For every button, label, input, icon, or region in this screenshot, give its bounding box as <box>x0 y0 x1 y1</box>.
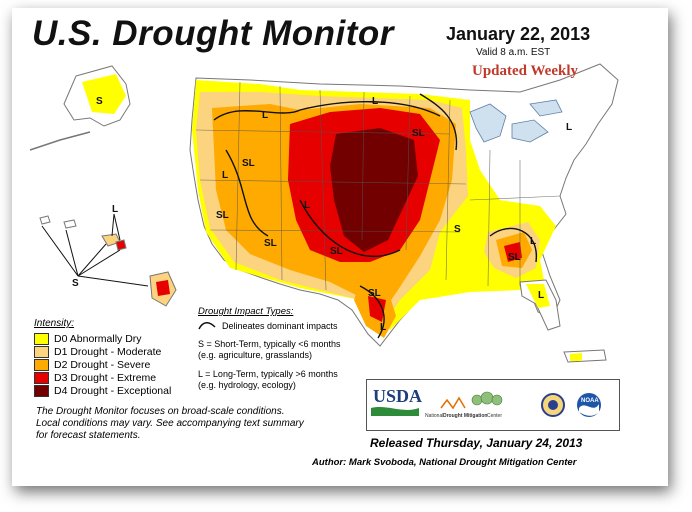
legend-swatch-d1 <box>34 345 49 358</box>
ndmc-logo-suffix: Center <box>487 413 502 419</box>
legend-item-d1: D1 Drought - Moderate <box>34 345 171 358</box>
release-date: Released Thursday, January 24, 2013 <box>370 436 583 450</box>
legend-swatch-d4 <box>34 384 49 397</box>
page-title: U.S. Drought Monitor <box>32 14 394 53</box>
short-term-example: (e.g. agriculture, grasslands) <box>198 350 313 360</box>
map-label-s-alaska: S <box>96 96 103 107</box>
ndmc-logo-prefix: National <box>425 413 443 419</box>
intensity-legend-title: Intensity: <box>34 318 75 329</box>
southeast-d3 <box>504 242 522 262</box>
impact-lines <box>213 93 537 339</box>
legend-item-d0: D0 Abnormally Dry <box>34 332 171 345</box>
map-date: January 22, 2013 <box>446 24 591 44</box>
hawaii-pointers <box>41 213 149 287</box>
long-term-label: L = Long-Term, typically >6 months <box>198 369 338 379</box>
ndmc-logo-wave <box>440 396 466 410</box>
focus-note: The Drought Monitor focuses on broad-sca… <box>36 406 336 442</box>
ndmc-logo-name: Drought Mitigation <box>443 413 487 419</box>
impact-line-icon <box>198 322 216 330</box>
map-label-s-hawaii: S <box>72 278 79 289</box>
valid-time: Valid 8 a.m. EST <box>476 47 551 58</box>
usda-logo-text: USDA <box>373 386 422 406</box>
map-label-sl-west: SL <box>216 210 229 221</box>
legend-item-d4: D4 Drought - Exceptional <box>34 384 171 397</box>
d4-region <box>330 128 418 252</box>
focus-note-line-1: The Drought Monitor focuses on broad-sca… <box>36 406 285 417</box>
florida-d0 <box>526 284 550 308</box>
map-label-sl-texas: SL <box>368 288 381 299</box>
map-label-l-nevada: L <box>222 170 228 181</box>
alaska-d0 <box>82 74 126 114</box>
alaska-chain <box>29 131 91 151</box>
agency-logos: USDA National Drought Mitigation Center … <box>366 379 620 431</box>
update-frequency: Updated Weekly <box>472 63 578 79</box>
texas-d3 <box>368 296 386 322</box>
focus-note-line-3: for forecast statements. <box>36 430 141 441</box>
great-lakes <box>469 99 563 143</box>
legend-label-d2: D2 Drought - Severe <box>54 358 151 371</box>
impact-legend: Drought Impact Types: Delineates dominan… <box>198 306 341 399</box>
hawaii <box>39 215 177 307</box>
long-term-example: (e.g. hydrology, ecology) <box>198 380 296 390</box>
noaa-logo-text: NOAA <box>581 398 599 404</box>
map-label-l-texas-south: L <box>380 322 386 333</box>
map-label-s-arkansas: S <box>454 224 461 235</box>
map-label-sl-southeast: SL <box>508 252 521 263</box>
map-label-sl-northwest: SL <box>242 158 255 169</box>
legend-label-d1: D1 Drought - Moderate <box>54 345 162 358</box>
map-label-l-montana: L <box>262 110 268 121</box>
impact-line-item: Delineates dominant impacts <box>198 321 341 331</box>
map-label-l-dakota: L <box>372 96 378 107</box>
legend-label-d0: D0 Abnormally Dry <box>54 332 142 345</box>
impact-legend-title: Drought Impact Types: <box>198 306 294 317</box>
intensity-legend: Intensity: D0 Abnormally Dry D1 Drought … <box>34 318 171 397</box>
map-label-l-colorado: L <box>304 200 310 211</box>
short-term-label: S = Short-Term, typically <6 months <box>198 339 341 349</box>
legend-label-d4: D4 Drought - Exceptional <box>54 384 172 397</box>
puerto-rico-d0 <box>570 353 582 361</box>
impact-line-label: Delineates dominant impacts <box>222 321 338 331</box>
legend-swatch-d2 <box>34 358 49 371</box>
map-label-sl-plains: SL <box>330 246 343 257</box>
map-label-sl-midwest: SL <box>412 128 425 139</box>
long-term-item: L = Long-Term, typically >6 months (e.g.… <box>198 369 341 391</box>
legend-swatch-d3 <box>34 371 49 384</box>
map-label-l-florida: L <box>538 290 544 301</box>
legend-label-d3: D3 Drought - Extreme <box>54 371 157 384</box>
map-label-l-hawaii: L <box>112 204 118 215</box>
map-label-sl-southwest: SL <box>264 238 277 249</box>
legend-item-d2: D2 Drought - Severe <box>34 358 171 371</box>
map-label-l-georgia: L <box>530 236 536 247</box>
agency-logos-graphic: USDA National Drought Mitigation Center … <box>371 386 601 419</box>
legend-swatch-d0 <box>34 332 49 345</box>
usda-logo-swoosh <box>371 407 419 416</box>
map-label-l-michigan: L <box>566 122 572 133</box>
focus-note-line-2: Local conditions may vary. See accompany… <box>36 418 304 429</box>
author-credit: Author: Mark Svoboda, National Drought M… <box>312 457 577 468</box>
short-term-item: S = Short-Term, typically <6 months (e.g… <box>198 339 341 361</box>
legend-item-d3: D3 Drought - Extreme <box>34 371 171 384</box>
ndmc-trees-icon <box>471 391 503 406</box>
